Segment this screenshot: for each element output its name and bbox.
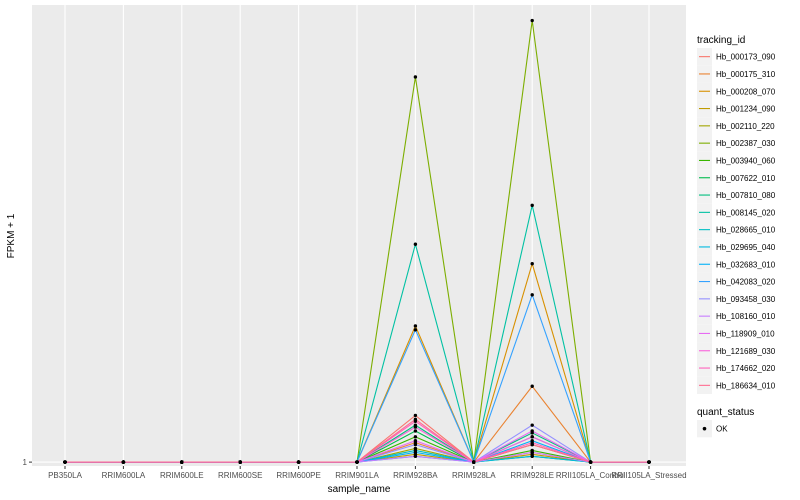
x-tick-label-5: RRIM600PE xyxy=(276,471,320,480)
y-axis: 1 xyxy=(23,458,32,467)
point-6-9 xyxy=(530,18,534,23)
point-3-9 xyxy=(530,262,534,266)
legend-label-11: Hb_028665_010 xyxy=(716,226,776,235)
legend-label-6: Hb_002387_030 xyxy=(716,139,776,148)
legend-label-5: Hb_002110_220 xyxy=(716,122,775,131)
point-2-9 xyxy=(530,384,534,388)
point-12-9 xyxy=(530,454,534,458)
point-20-7 xyxy=(413,417,418,422)
point-18-7 xyxy=(413,425,418,429)
point-20-2 xyxy=(121,460,126,464)
plot-panel xyxy=(32,5,686,466)
data-points xyxy=(63,18,651,464)
x-tick-label-10: RRII105LA_Control xyxy=(556,471,626,480)
legend-label-8: Hb_007622_010 xyxy=(716,174,776,183)
x-tick-label-6: RRIM901LA xyxy=(335,471,379,480)
point-1-7 xyxy=(413,413,418,418)
legend-label-12: Hb_029695_040 xyxy=(716,243,776,252)
x-tick-label-7: RRIM928BA xyxy=(393,471,438,480)
point-7-7 xyxy=(413,435,418,439)
legend-label-16: Hb_108160_010 xyxy=(716,312,776,321)
legend-label-13: Hb_032683_010 xyxy=(716,260,776,269)
legend-quant-status: quant_status OK xyxy=(697,407,754,438)
point-20-11 xyxy=(647,460,651,464)
point-15-7 xyxy=(413,442,418,447)
point-10-7 xyxy=(413,242,418,246)
point-3-7 xyxy=(413,324,418,328)
point-20-8 xyxy=(472,460,476,464)
point-20-4 xyxy=(238,460,242,464)
point-16-7 xyxy=(413,454,418,458)
legend-label-19: Hb_174662_020 xyxy=(716,364,776,373)
point-14-9 xyxy=(530,293,534,297)
point-15-9 xyxy=(530,423,534,427)
legend-points-label-1: OK xyxy=(716,425,728,434)
point-20-9 xyxy=(530,442,534,447)
point-17-9 xyxy=(530,429,534,433)
x-tick-label-8: RRIM928LA xyxy=(452,471,496,480)
legend-points-swatch-1 xyxy=(702,426,707,431)
point-20-1 xyxy=(63,460,67,464)
point-20-5 xyxy=(296,460,301,464)
legend-title-quant-status: quant_status xyxy=(697,407,754,418)
x-tick-label-3: RRIM600LE xyxy=(160,471,204,480)
point-18-9 xyxy=(530,435,534,439)
legend-tracking-id: tracking_id Hb_000173_090 Hb_000175_310 Hb… xyxy=(697,35,776,394)
legend-label-4: Hb_001234_090 xyxy=(716,105,776,114)
x-axis: PB350LA RRIM600LA RRIM600LE RRIM600SE RRIM60… xyxy=(48,466,687,480)
x-tick-label-1: PB350LA xyxy=(48,471,82,480)
legend-label-7: Hb_003940_060 xyxy=(716,156,776,165)
point-20-6 xyxy=(355,460,359,464)
x-axis-title: sample_name xyxy=(328,484,391,495)
y-axis-title: FPKM + 1 xyxy=(6,213,17,258)
x-tick-label-4: RRIM600SE xyxy=(218,471,262,480)
point-17-7 xyxy=(413,439,418,443)
point-8-7 xyxy=(413,429,418,433)
legend-label-15: Hb_093458_030 xyxy=(716,295,776,304)
legend-label-18: Hb_121689_030 xyxy=(716,347,776,356)
point-6-7 xyxy=(413,75,418,79)
point-20-10 xyxy=(588,460,593,464)
x-tick-label-9: RRIM928LE xyxy=(510,471,554,480)
point-14-7 xyxy=(413,328,418,332)
x-tick-label-11: RRII105LA_Stressed xyxy=(611,471,686,480)
legend-label-3: Hb_000208_070 xyxy=(716,87,776,96)
legend-label-14: Hb_042083_020 xyxy=(716,278,776,287)
point-16-9 xyxy=(530,450,534,455)
legend-label-17: Hb_118909_010 xyxy=(716,329,775,338)
y-tick-label-1: 1 xyxy=(23,458,28,467)
point-20-3 xyxy=(180,460,184,464)
x-tick-label-2: RRIM600LA xyxy=(102,471,146,480)
legend-label-10: Hb_008145_020 xyxy=(716,208,776,217)
point-10-9 xyxy=(530,203,534,208)
legend-label-2: Hb_000175_310 xyxy=(716,70,776,79)
point-13-7 xyxy=(413,450,418,455)
legend-label-20: Hb_186634_010 xyxy=(716,381,776,390)
legend-label-1: Hb_000173_090 xyxy=(716,53,776,62)
legend-title-tracking-id: tracking_id xyxy=(697,35,745,46)
legend-label-9: Hb_007810_080 xyxy=(716,191,776,200)
